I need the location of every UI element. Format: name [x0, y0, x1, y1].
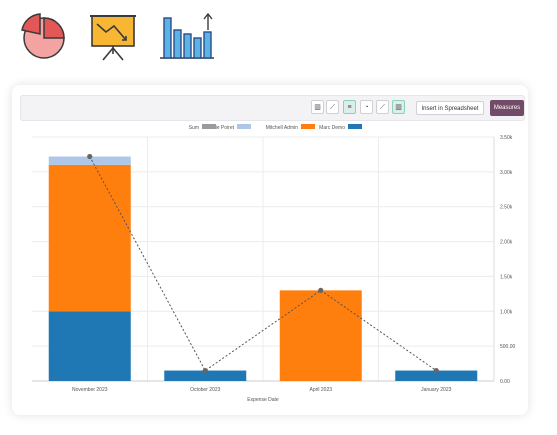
bar-segment — [164, 370, 247, 381]
x-tick-label: April 2023 — [309, 387, 332, 393]
pie-chart-button[interactable]: ◔ — [360, 100, 373, 114]
measures-label: Measures — [493, 105, 521, 111]
sum-line — [89, 156, 437, 372]
sum-point — [202, 367, 208, 374]
y-tick-label: 0.00 — [500, 379, 510, 385]
legend-swatch — [237, 124, 251, 129]
bar-segment — [48, 164, 131, 312]
presentation-line-icon — [90, 15, 136, 61]
bar-segment — [48, 311, 131, 381]
measures-button[interactable]: Measures — [490, 100, 524, 116]
x-tick-label: January 2023 — [421, 387, 452, 393]
sum-point — [318, 287, 324, 293]
legend-label: Marc Demo — [319, 125, 345, 131]
stacked-button[interactable]: ≡ — [343, 100, 356, 114]
chart-toolbar: ▥ ⟋ ≡ ◔ ⟋ ▥ Insert in Spreadsheet Measur… — [20, 95, 525, 121]
expense-chart: 0.00 500.00 1.00k 1.50k 2.00k 2.50k 3.00k 3.50k… — [32, 124, 516, 403]
bar-segment — [48, 156, 131, 165]
y-tick-label: 1.00k — [500, 309, 513, 315]
legend-swatch — [348, 124, 362, 129]
y-tick-label: 2.00k — [500, 240, 513, 246]
y-tick-label: 3.00k — [500, 170, 513, 176]
bar-segment — [395, 370, 478, 381]
legend-label: Mitchell Admin — [266, 125, 298, 131]
bar-view-button[interactable]: ▥ — [392, 100, 405, 114]
bar-segment — [279, 290, 362, 381]
bar-chart-button[interactable]: ▥ — [311, 100, 324, 114]
x-tick-label: October 2023 — [190, 387, 221, 393]
legend-swatch — [301, 124, 315, 129]
legend-swatch — [202, 124, 216, 129]
sum-point — [87, 153, 93, 160]
y-tick-label: 2.50k — [500, 205, 513, 211]
line-chart-button[interactable]: ⟋ — [326, 100, 339, 114]
y-tick-label: 500.00 — [500, 344, 516, 350]
x-axis-title: Expense Date — [247, 397, 279, 403]
pie-chart-icon — [21, 13, 65, 59]
chart-card: ▥ ⟋ ≡ ◔ ⟋ ▥ Insert in Spreadsheet Measur… — [12, 85, 528, 415]
icon-row — [0, 10, 557, 70]
legend-label: Sum — [189, 125, 199, 131]
y-tick-label: 1.50k — [500, 274, 513, 280]
line-view-button[interactable]: ⟋ — [376, 100, 389, 114]
x-tick-label: November 2023 — [72, 387, 108, 393]
y-tick-label: 3.50k — [500, 135, 513, 141]
legend-label: Laurie Poiret — [206, 125, 235, 131]
bar-chart-icon — [160, 12, 214, 59]
insert-spreadsheet-button[interactable]: Insert in Spreadsheet — [416, 101, 484, 115]
sum-point — [433, 367, 439, 374]
